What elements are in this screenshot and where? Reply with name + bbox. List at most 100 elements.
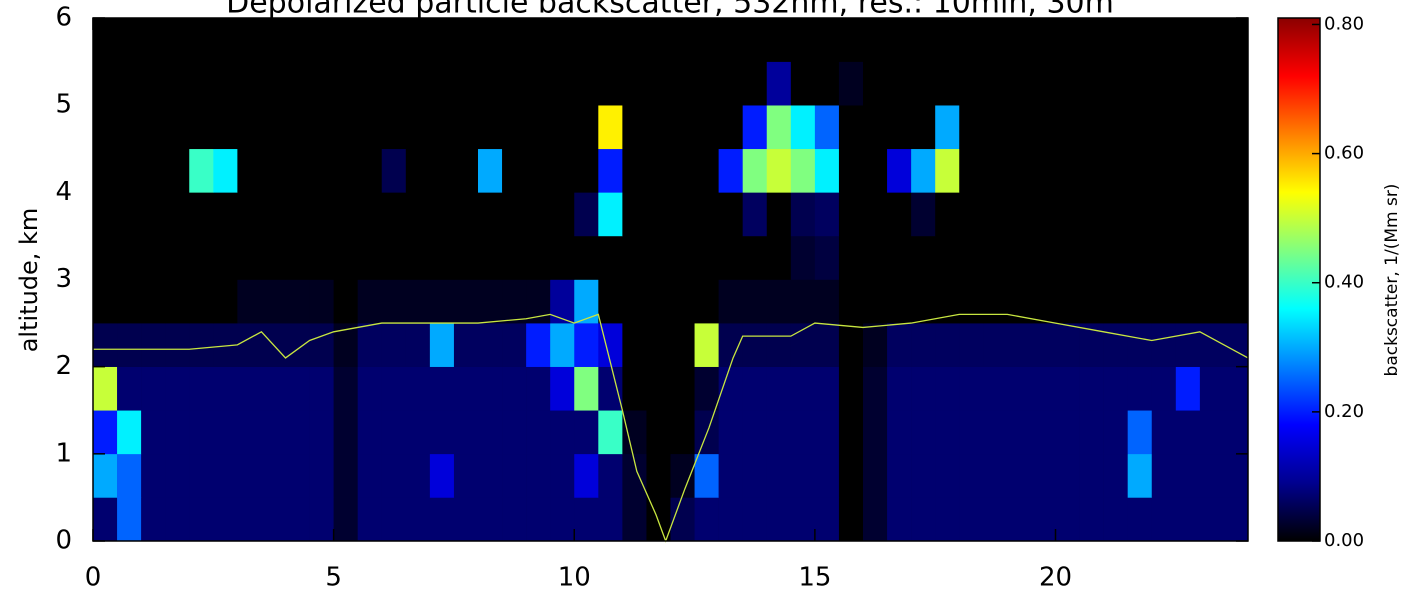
- heatmap-cell: [574, 105, 599, 150]
- colorbar-tick-label: 0.60: [1324, 143, 1364, 164]
- heatmap-cell: [1199, 366, 1225, 411]
- heatmap-cell: [381, 410, 407, 455]
- heatmap-cell: [622, 410, 647, 455]
- heatmap-cell: [670, 235, 695, 280]
- heatmap-cell: [309, 192, 334, 237]
- heatmap-cell: [381, 192, 407, 237]
- heatmap-cell: [189, 279, 214, 324]
- heatmap-cell: [405, 148, 431, 193]
- heatmap-cell: [550, 105, 575, 150]
- heatmap-cell: [381, 323, 407, 367]
- heatmap-cell: [1175, 410, 1201, 455]
- heatmap-cell: [165, 453, 190, 498]
- heatmap-cell: [381, 105, 407, 150]
- heatmap-cell: [189, 18, 214, 62]
- heatmap-cell: [814, 192, 840, 237]
- heatmap-cell: [502, 235, 527, 280]
- heatmap-cell: [983, 18, 1008, 62]
- heatmap-cell: [357, 18, 383, 62]
- heatmap-cell: [911, 410, 936, 455]
- heatmap-cell: [670, 148, 695, 193]
- heatmap-cell: [1175, 453, 1201, 498]
- heatmap-cell: [718, 105, 743, 150]
- heatmap-cell: [863, 18, 888, 62]
- heatmap-cell: [165, 323, 190, 367]
- heatmap-cell: [598, 235, 623, 280]
- heatmap-cell: [550, 148, 575, 193]
- heatmap-cell: [1127, 323, 1153, 367]
- heatmap-cell: [526, 148, 551, 193]
- heatmap-cell: [357, 192, 383, 237]
- heatmap-cell: [333, 235, 358, 280]
- heatmap-cell: [357, 235, 383, 280]
- heatmap-cell: [1199, 410, 1225, 455]
- x-tick-label: 0: [85, 563, 102, 593]
- heatmap-cell: [189, 497, 214, 542]
- heatmap-cell: [478, 366, 503, 411]
- heatmap-cell: [502, 18, 527, 62]
- heatmap-cell: [405, 323, 431, 367]
- heatmap-cell: [911, 148, 936, 193]
- heatmap-cell: [1223, 61, 1249, 106]
- heatmap-cell: [887, 497, 912, 542]
- heatmap-cell: [646, 323, 671, 367]
- heatmap-cell: [213, 18, 238, 62]
- heatmap-cell: [670, 18, 695, 62]
- heatmap-cell: [574, 410, 599, 455]
- heatmap-cell: [959, 497, 984, 542]
- heatmap-cell: [1055, 497, 1080, 542]
- heatmap-cell: [502, 410, 527, 455]
- heatmap-cell: [1151, 148, 1177, 193]
- heatmap-cell: [333, 105, 358, 150]
- heatmap-cell: [213, 410, 238, 455]
- heatmap-cell: [213, 366, 238, 411]
- heatmap-cell: [453, 61, 479, 106]
- heatmap-cell: [237, 18, 262, 62]
- heatmap-cell: [1199, 497, 1225, 542]
- heatmap-cell: [718, 18, 743, 62]
- heatmap-cell: [189, 148, 214, 193]
- heatmap-cell: [1151, 279, 1177, 324]
- heatmap-cell: [887, 61, 912, 106]
- heatmap-cell: [526, 105, 551, 150]
- heatmap-cell: [1007, 148, 1032, 193]
- heatmap-cell: [766, 192, 792, 237]
- heatmap-cell: [814, 453, 840, 498]
- heatmap-cell: [550, 192, 575, 237]
- heatmap-cell: [718, 192, 743, 237]
- heatmap-cell: [574, 192, 599, 237]
- heatmap-cell: [478, 61, 503, 106]
- heatmap-cell: [381, 235, 407, 280]
- heatmap-cell: [1199, 105, 1225, 150]
- heatmap-cell: [1199, 61, 1225, 106]
- heatmap-cell: [117, 235, 142, 280]
- heatmap-cell: [261, 148, 286, 193]
- heatmap-cell: [1127, 192, 1153, 237]
- heatmap-cell: [309, 148, 334, 193]
- heatmap-cell: [1127, 18, 1153, 62]
- heatmap-cell: [959, 453, 984, 498]
- heatmap-cell: [574, 61, 599, 106]
- heatmap-cell: [1199, 18, 1225, 62]
- heatmap-cell: [742, 366, 768, 411]
- heatmap-cell: [165, 105, 190, 150]
- heatmap-cell: [285, 148, 310, 193]
- heatmap-cell: [670, 410, 695, 455]
- heatmap-cell: [670, 279, 695, 324]
- heatmap-cell: [766, 61, 792, 106]
- heatmap-cell: [622, 105, 647, 150]
- heatmap-cell: [694, 105, 719, 150]
- colorbar-tick-label: 0.40: [1324, 272, 1364, 293]
- heatmap-cell: [333, 453, 358, 498]
- heatmap-cell: [646, 18, 671, 62]
- heatmap-cell: [742, 279, 768, 324]
- heatmap-cell: [742, 453, 768, 498]
- heatmap-cell: [1079, 323, 1104, 367]
- heatmap-cell: [1151, 18, 1177, 62]
- heatmap-cell: [1223, 497, 1249, 542]
- heatmap-cell: [1007, 61, 1032, 106]
- heatmap-cell: [453, 18, 479, 62]
- heatmap-cell: [887, 410, 912, 455]
- heatmap-cell: [237, 410, 262, 455]
- y-axis-label: altitude, km: [15, 208, 43, 353]
